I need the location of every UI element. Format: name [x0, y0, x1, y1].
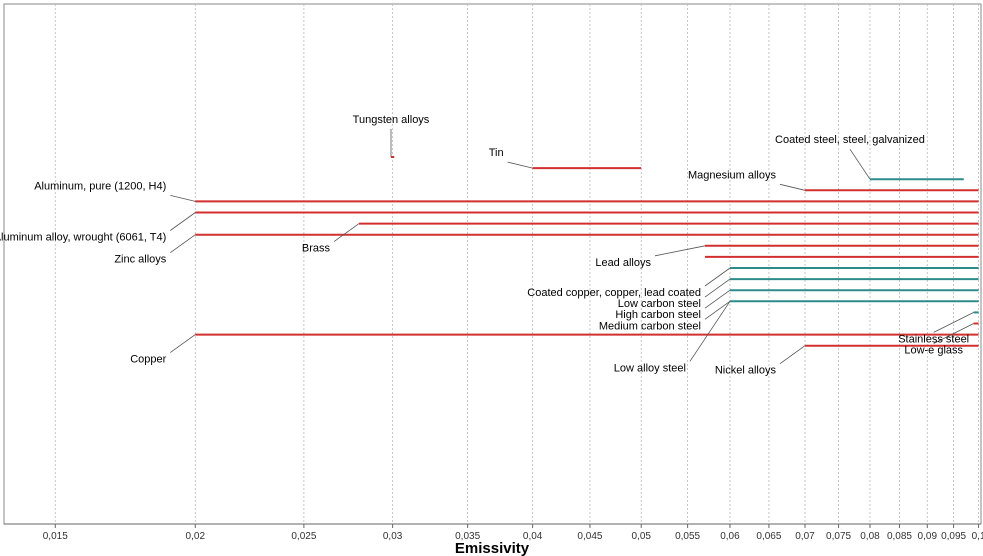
- leader-line: [704, 300, 731, 320]
- bar-label: High carbon steel: [615, 309, 701, 321]
- bar-label: Brass: [302, 243, 331, 255]
- bar-label: Aluminum, pure (1200, H4): [34, 180, 166, 192]
- bar-label: Low alloy steel: [614, 362, 686, 374]
- leader-line: [333, 223, 360, 242]
- bar-label: Coated steel, steel, galvanized: [775, 134, 925, 146]
- leader-line: [704, 278, 731, 298]
- leader-line: [849, 148, 871, 180]
- bar-label: Aluminum alloy, wrought (6061, T4): [0, 232, 166, 244]
- bar-label: Tungsten alloys: [353, 114, 430, 126]
- leader-line: [170, 334, 196, 353]
- x-tick-label: 0,065: [756, 531, 781, 542]
- leader-line: [704, 267, 731, 287]
- bar-series: [195, 156, 979, 347]
- leader-line: [779, 345, 806, 365]
- leader-line: [704, 289, 731, 309]
- bar-label: Magnesium alloys: [688, 169, 777, 181]
- bar-label: Stainless steel: [898, 333, 969, 345]
- bar-label: Nickel alloys: [715, 365, 777, 377]
- x-tick-label: 0,015: [43, 531, 68, 542]
- x-tick-label: 0,025: [291, 531, 316, 542]
- bar-label: Lead alloys: [595, 257, 651, 269]
- x-tick-label: 0,085: [887, 531, 912, 542]
- x-tick-label: 0,06: [720, 531, 740, 542]
- bar-label: Low-e glass: [904, 345, 963, 357]
- bar-label: Copper: [130, 354, 166, 366]
- leader-lines: [170, 129, 974, 365]
- x-tick-label: 0,075: [826, 531, 851, 542]
- leader-line: [654, 245, 706, 257]
- leader-line: [689, 301, 731, 362]
- leader-line: [170, 212, 196, 231]
- bar-labels: Tungsten alloys Tin Coated steel, steel, g…: [0, 114, 969, 377]
- x-tick-label: 0,02: [186, 531, 206, 542]
- x-tick-label: 0,045: [577, 531, 602, 542]
- leader-line: [170, 234, 196, 254]
- bar-label: Low carbon steel: [618, 298, 701, 310]
- x-axis-title: Emissivity: [455, 540, 530, 556]
- leader-line: [933, 323, 974, 344]
- bar-label: Tin: [489, 147, 504, 159]
- x-tick-label: 0,055: [675, 531, 700, 542]
- x-tick-labels: 0,015 0,02 0,025 0,03 0,035 0,04 0,045 0,05 0,05…: [43, 531, 983, 542]
- leader-line: [507, 161, 533, 169]
- x-tick-label: 0,05: [631, 531, 651, 542]
- grid-lines: [4, 4, 981, 528]
- bar-label: Medium carbon steel: [599, 320, 701, 332]
- leader-line: [170, 195, 196, 202]
- x-tick-label: 0,04: [523, 531, 543, 542]
- x-tick-label: 0,095: [941, 531, 966, 542]
- x-tick-label: 0,07: [795, 531, 815, 542]
- bar-label: Zinc alloys: [114, 254, 166, 266]
- leader-line: [933, 312, 974, 333]
- x-tick-label: 0,1: [972, 531, 983, 542]
- bar-label: Coated copper, copper, lead coated: [527, 287, 701, 299]
- leader-line: [779, 183, 806, 191]
- x-tick-label: 0,035: [455, 531, 480, 542]
- x-tick-label: 0,09: [918, 531, 938, 542]
- x-tick-label: 0,08: [860, 531, 880, 542]
- x-tick-label: 0,03: [383, 531, 403, 542]
